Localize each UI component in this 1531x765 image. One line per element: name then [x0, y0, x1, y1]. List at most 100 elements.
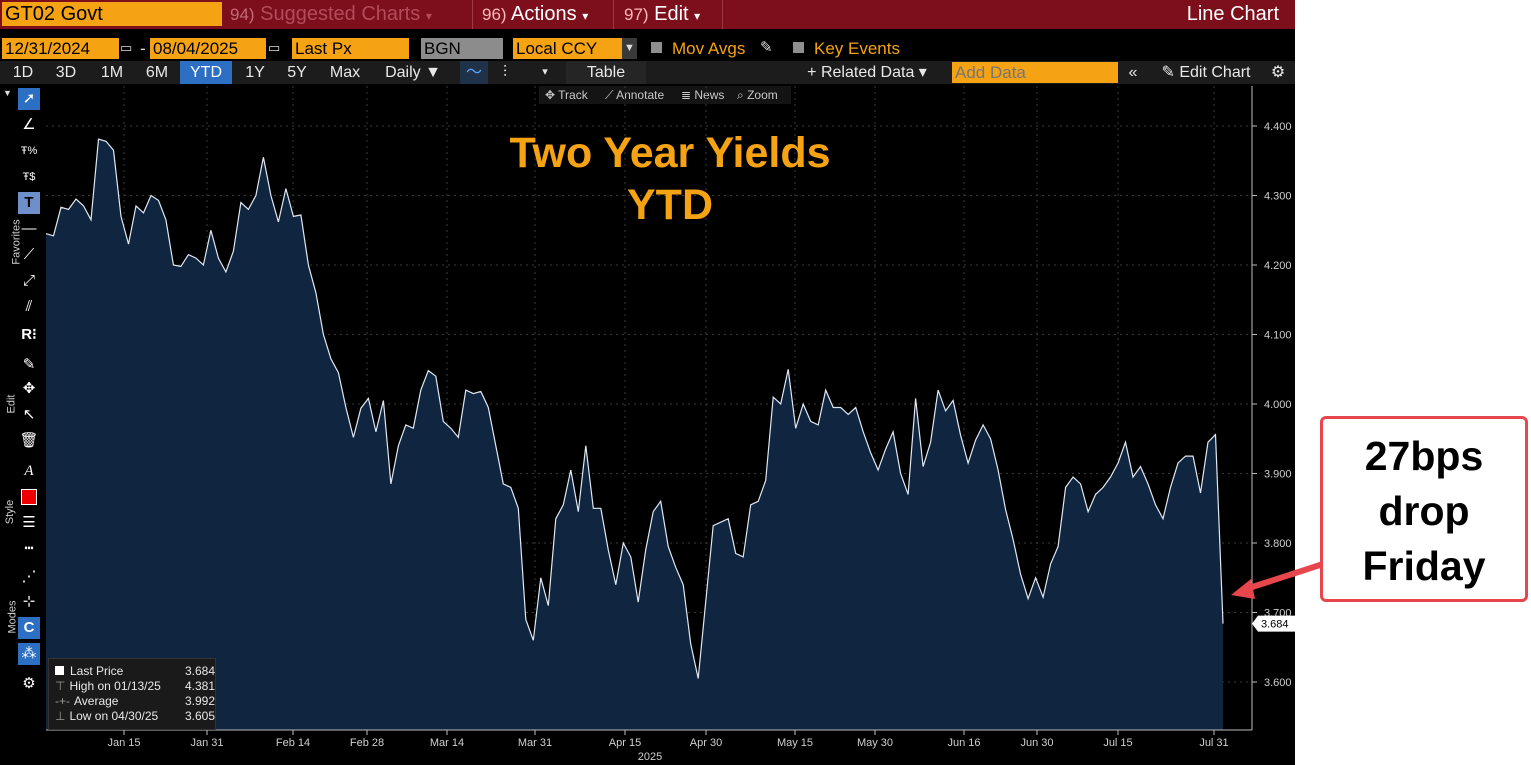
- line-weight-icon[interactable]: ☰: [22, 514, 36, 531]
- average-marker-icon: -+-: [55, 694, 70, 708]
- track-tool[interactable]: ✥ Track: [545, 88, 588, 102]
- annotate-tool[interactable]: ⟋ Annotate: [605, 88, 665, 102]
- period-1d[interactable]: 1D: [12, 64, 34, 81]
- high-marker-icon: ⊤: [55, 679, 66, 693]
- callout-line: drop: [1378, 488, 1470, 534]
- news-tool[interactable]: ≣ News: [681, 88, 725, 102]
- add-data-input[interactable]: [952, 62, 1118, 83]
- price-change-icon[interactable]: Ŧ$: [22, 171, 36, 183]
- currency-selector[interactable]: Local CCY: [513, 38, 623, 59]
- edit-chart-button[interactable]: ✎ Edit Chart: [1150, 61, 1262, 84]
- edit-chart-label: Edit Chart: [1179, 64, 1251, 81]
- chart-title: Two Year Yields YTD: [509, 129, 831, 229]
- chevron-down-icon[interactable]: ▼: [622, 38, 637, 59]
- gear-icon[interactable]: ⚙: [22, 675, 36, 692]
- y-tick-label: 3.800: [1264, 538, 1292, 550]
- crosshair-mode-icon[interactable]: ⋰: [21, 568, 37, 585]
- zoom-tool[interactable]: ⌕ Zoom: [737, 88, 778, 102]
- chart-type-label: Line Chart: [1186, 3, 1279, 25]
- actions-menu[interactable]: 96) Actions ▾: [482, 0, 588, 29]
- line-chart-icon[interactable]: 〜: [460, 61, 488, 84]
- add-point-icon[interactable]: ↖: [22, 406, 36, 423]
- magnet-icon[interactable]: C: [18, 617, 40, 639]
- key-events-label: Key Events: [814, 39, 900, 58]
- period-ytd[interactable]: YTD: [180, 61, 232, 84]
- field-selector[interactable]: Last Px: [292, 38, 409, 59]
- actions-number: 96): [482, 5, 507, 24]
- frequency-selector[interactable]: Daily ▼: [385, 64, 441, 81]
- period-1y[interactable]: 1Y: [245, 64, 265, 81]
- period-3d[interactable]: 3D: [55, 64, 77, 81]
- horizontal-line-icon[interactable]: —: [21, 220, 37, 237]
- start-date-field[interactable]: 12/31/2024: [2, 38, 119, 59]
- drawing-toolbar: ▼ ➚ ∠ Ŧ% Ŧ$ T — ⟋ ⤢ ⫽ R⁝ ✎ ✥ ↖ 🗑 A ☰ ┅ ⋰…: [0, 86, 46, 698]
- legend-label: High on 01/13/25: [69, 679, 161, 693]
- bar-chart-icon[interactable]: ⫶: [502, 64, 507, 81]
- x-tick-label: Mar 14: [430, 737, 464, 749]
- key-events-checkbox[interactable]: [793, 42, 804, 53]
- source-field[interactable]: BGN: [421, 38, 503, 59]
- x-tick-label: Jul 31: [1199, 737, 1228, 749]
- actions-label: Actions: [511, 3, 577, 25]
- x-tick-label: Apr 15: [609, 737, 641, 749]
- ray-icon[interactable]: ⤢: [22, 272, 35, 289]
- last-value-tag: [1252, 615, 1295, 632]
- color-picker-icon[interactable]: [18, 486, 40, 508]
- annotation-callout: 27bps drop Friday: [1320, 416, 1528, 602]
- legend-high: ⊤ High on 01/13/25 4.381: [55, 679, 215, 694]
- legend-average: -+- Average 3.992: [55, 694, 215, 709]
- text-icon[interactable]: T: [18, 192, 40, 214]
- y-tick-label: 4.400: [1264, 121, 1292, 133]
- period-5y[interactable]: 5Y: [287, 64, 307, 81]
- period-6m[interactable]: 6M: [145, 64, 169, 81]
- trash-icon[interactable]: 🗑: [19, 432, 39, 449]
- y-tick-label: 3.900: [1264, 469, 1292, 481]
- period-max[interactable]: Max: [329, 64, 361, 81]
- callout-arrow: [1231, 562, 1323, 599]
- y-tick-label: 4.000: [1264, 399, 1292, 411]
- snap-mode-icon[interactable]: ⊹: [22, 593, 36, 610]
- line-style-icon[interactable]: ┅: [24, 540, 34, 557]
- price-chart[interactable]: 4.4004.3004.2004.1004.0003.9003.8003.700…: [0, 0, 1295, 765]
- end-date-field[interactable]: 08/04/2025: [150, 38, 266, 59]
- pencil-icon[interactable]: ✎: [760, 39, 773, 56]
- chart-tools-strip: ✥ Track ⟋ Annotate ≣ News ⌕ Zoom: [539, 86, 791, 104]
- chevron-down-icon[interactable]: ▾: [542, 66, 548, 78]
- suggested-charts-menu[interactable]: 94) Suggested Charts ▾: [230, 0, 432, 29]
- pencil-icon: ✎: [1161, 64, 1180, 81]
- legend-label: Low on 04/30/25: [69, 709, 159, 723]
- x-tick-label: Mar 31: [518, 737, 552, 749]
- percent-change-icon[interactable]: Ŧ%: [20, 145, 38, 157]
- edit-menu[interactable]: 97) Edit ▾: [624, 0, 700, 29]
- color-mode-icon[interactable]: ⁂: [18, 643, 40, 665]
- chevron-down-icon[interactable]: ▼: [3, 88, 12, 98]
- pointer-icon[interactable]: ➚: [18, 88, 40, 110]
- y-tick-label: 4.300: [1264, 191, 1292, 203]
- line-segment-icon[interactable]: ⟋: [23, 246, 35, 263]
- period-1m[interactable]: 1M: [100, 64, 124, 81]
- x-tick-label: Jan 15: [107, 737, 140, 749]
- trendline-icon[interactable]: ∠: [22, 116, 36, 133]
- ticker-field[interactable]: GT02 Govt: [2, 2, 222, 26]
- table-button[interactable]: Table: [566, 61, 646, 84]
- line-swatch-icon: [55, 666, 64, 675]
- calendar-icon[interactable]: ▭: [120, 40, 133, 55]
- channel-icon[interactable]: ⫽: [25, 298, 33, 315]
- x-tick-label: Apr 30: [690, 737, 722, 749]
- mov-avgs-checkbox[interactable]: [651, 42, 662, 53]
- regression-icon[interactable]: R⁝: [21, 326, 37, 343]
- font-icon[interactable]: A: [24, 463, 34, 479]
- x-axis-label: 2025: [638, 751, 662, 763]
- track-label: Track: [558, 88, 588, 102]
- pencil-icon[interactable]: ✎: [22, 356, 36, 373]
- collapse-icon[interactable]: «: [1128, 64, 1138, 81]
- calendar-icon[interactable]: ▭: [268, 40, 281, 55]
- x-tick-label: Jun 16: [947, 737, 980, 749]
- news-label: News: [694, 88, 725, 102]
- chevron-down-icon: ▾: [425, 9, 432, 23]
- related-data-button[interactable]: + Related Data ▾: [807, 64, 927, 81]
- move-icon[interactable]: ✥: [22, 380, 36, 397]
- x-tick-label: Jan 31: [190, 737, 223, 749]
- edit-number: 97): [624, 5, 649, 24]
- gear-icon[interactable]: ⚙: [1270, 64, 1286, 81]
